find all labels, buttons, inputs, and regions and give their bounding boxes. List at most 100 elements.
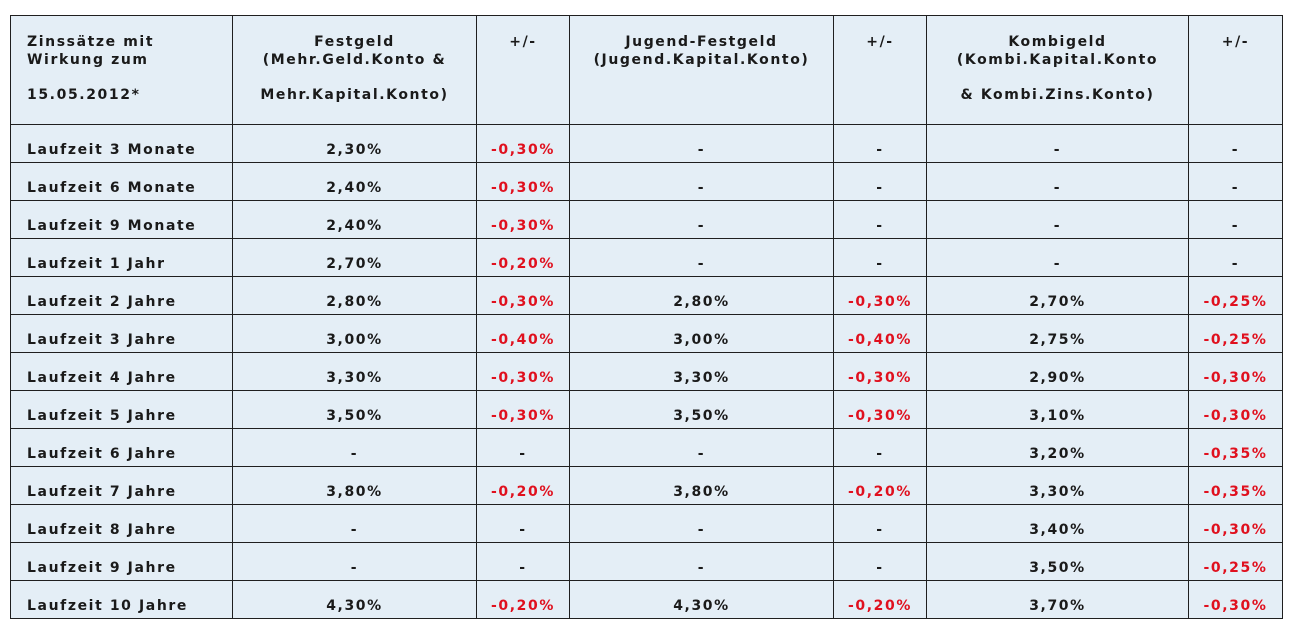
table-body: Laufzeit 3 Monate 2,30% -0,30% - - - - Laufzeit… (10, 124, 1283, 619)
cell-festgeld-diff: -0,30% (476, 352, 570, 391)
cell-jugend: 3,80% (569, 466, 834, 505)
cell-kombi: 3,20% (926, 428, 1189, 467)
cell-festgeld-diff: -0,30% (476, 390, 570, 429)
cell-kombi: - (926, 238, 1189, 277)
table-row: Laufzeit 8 Jahre - - - -3,40% -0,30% (10, 504, 1283, 543)
cell-jugend: 3,50% (569, 390, 834, 429)
header-kombi-diff: +/- (1188, 15, 1283, 125)
cell-jugend-diff: - (833, 428, 927, 467)
header-line: Jugend-Festgeld (625, 34, 778, 50)
cell-kombi-diff: -0,30% (1188, 580, 1283, 619)
header-jugend-festgeld: Jugend-Festgeld (Jugend.Kapital.Konto) (569, 15, 834, 125)
cell-kombi-diff: -0,35% (1188, 466, 1283, 505)
cell-festgeld: 2,40% (232, 200, 477, 239)
cell-festgeld-diff: - (476, 542, 570, 581)
cell-kombi: 3,50% (926, 542, 1189, 581)
header-line: (Kombi.Kapital.Konto (956, 52, 1159, 68)
cell-label: Laufzeit 2 Jahre (10, 276, 233, 315)
cell-jugend: - (569, 124, 834, 163)
header-line: Zinssätze mit (27, 34, 155, 50)
cell-jugend-diff: - (833, 504, 927, 543)
table-row: Laufzeit 4 Jahre 3,30% -0,30% 3,30% -0,30% 2,… (10, 352, 1283, 391)
cell-kombi-diff: -0,30% (1188, 504, 1283, 543)
cell-label: Laufzeit 9 Monate (10, 200, 233, 239)
header-line: & Kombi.Zins.Konto) (960, 87, 1155, 103)
cell-festgeld-diff: - (476, 504, 570, 543)
cell-kombi-diff: -0,30% (1188, 390, 1283, 429)
header-line: 15.05.2012* (27, 87, 141, 103)
cell-festgeld-diff: -0,30% (476, 162, 570, 201)
cell-label: Laufzeit 3 Jahre (10, 314, 233, 353)
cell-kombi: 3,30% (926, 466, 1189, 505)
cell-label: Laufzeit 4 Jahre (10, 352, 233, 391)
table-row: Laufzeit 6 Jahre - - - -3,20% -0,35% (10, 428, 1283, 467)
cell-festgeld: 3,80% (232, 466, 477, 505)
cell-label: Laufzeit 3 Monate (10, 124, 233, 163)
cell-kombi-diff: - (1188, 124, 1283, 163)
cell-kombi-diff: -0,30% (1188, 352, 1283, 391)
header-line: Wirkung zum (27, 52, 149, 68)
cell-jugend: 3,30% (569, 352, 834, 391)
cell-label: Laufzeit 9 Jahre (10, 542, 233, 581)
header-line: +/- (509, 34, 537, 50)
cell-kombi: 3,70% (926, 580, 1189, 619)
cell-festgeld: 4,30% (232, 580, 477, 619)
cell-festgeld-diff: -0,40% (476, 314, 570, 353)
cell-jugend-diff: - (833, 238, 927, 277)
header-line: (Mehr.Geld.Konto & (262, 52, 447, 68)
cell-kombi-diff: - (1188, 162, 1283, 201)
cell-kombi-diff: -0,25% (1188, 542, 1283, 581)
table-row: Laufzeit 2 Jahre 2,80% -0,30% 2,80% -0,30% 2,… (10, 276, 1283, 315)
cell-kombi: 3,40% (926, 504, 1189, 543)
cell-festgeld-diff: -0,20% (476, 466, 570, 505)
cell-jugend-diff: -0,20% (833, 466, 927, 505)
table-row: Laufzeit 9 Monate 2,40% -0,30% - - - - (10, 200, 1283, 239)
cell-jugend-diff: - (833, 162, 927, 201)
cell-kombi: - (926, 124, 1189, 163)
header-line: +/- (1221, 34, 1250, 50)
header-line: Festgeld (314, 34, 395, 50)
table-row: Laufzeit 10 Jahre 4,30% -0,20% 4,30% -0,20% 3… (10, 580, 1283, 619)
interest-rates-table: Zinssätze mit Wirkung zum 15.05.2012* Fest… (10, 15, 1283, 619)
cell-festgeld-diff: -0,30% (476, 200, 570, 239)
header-line: Kombigeld (1008, 34, 1107, 50)
cell-jugend: - (569, 200, 834, 239)
cell-jugend: - (569, 238, 834, 277)
cell-festgeld: 2,40% (232, 162, 477, 201)
table-row: Laufzeit 1 Jahr 2,70% -0,20% - - - - (10, 238, 1283, 277)
cell-festgeld-diff: -0,30% (476, 276, 570, 315)
cell-label: Laufzeit 1 Jahr (10, 238, 233, 277)
cell-jugend-diff: -0,30% (833, 352, 927, 391)
header-line: (Jugend.Kapital.Konto) (593, 52, 810, 68)
cell-kombi-diff: - (1188, 238, 1283, 277)
cell-kombi-diff: -0,25% (1188, 276, 1283, 315)
cell-jugend: - (569, 504, 834, 543)
table-row: Laufzeit 9 Jahre - - - -3,50% -0,25% (10, 542, 1283, 581)
header-kombigeld: Kombigeld (Kombi.Kapital.Konto & Kombi.Zin… (926, 15, 1189, 125)
cell-festgeld: - (232, 504, 477, 543)
cell-label: Laufzeit 10 Jahre (10, 580, 233, 619)
cell-festgeld: - (232, 542, 477, 581)
table-row: Laufzeit 3 Jahre 3,00% -0,40% 3,00% -0,40% 2,… (10, 314, 1283, 353)
cell-jugend: 2,80% (569, 276, 834, 315)
cell-jugend-diff: -0,40% (833, 314, 927, 353)
cell-jugend: - (569, 162, 834, 201)
cell-festgeld-diff: -0,30% (476, 124, 570, 163)
cell-festgeld: 2,80% (232, 276, 477, 315)
cell-jugend: - (569, 428, 834, 467)
cell-festgeld: - (232, 428, 477, 467)
cell-jugend-diff: -0,30% (833, 276, 927, 315)
table-row: Laufzeit 5 Jahre 3,50% -0,30% 3,50% -0,30% 3,… (10, 390, 1283, 429)
header-line: Mehr.Kapital.Konto) (260, 87, 449, 103)
cell-kombi: - (926, 162, 1189, 201)
table-row: Laufzeit 7 Jahre 3,80% -0,20% 3,80% -0,20% 3,… (10, 466, 1283, 505)
cell-label: Laufzeit 6 Monate (10, 162, 233, 201)
table-row: Laufzeit 6 Monate 2,40% -0,30% - - - - (10, 162, 1283, 201)
cell-kombi-diff: -0,35% (1188, 428, 1283, 467)
cell-jugend-diff: -0,20% (833, 580, 927, 619)
cell-jugend: 3,00% (569, 314, 834, 353)
cell-festgeld: 2,30% (232, 124, 477, 163)
cell-label: Laufzeit 6 Jahre (10, 428, 233, 467)
cell-jugend-diff: - (833, 200, 927, 239)
cell-jugend-diff: - (833, 542, 927, 581)
